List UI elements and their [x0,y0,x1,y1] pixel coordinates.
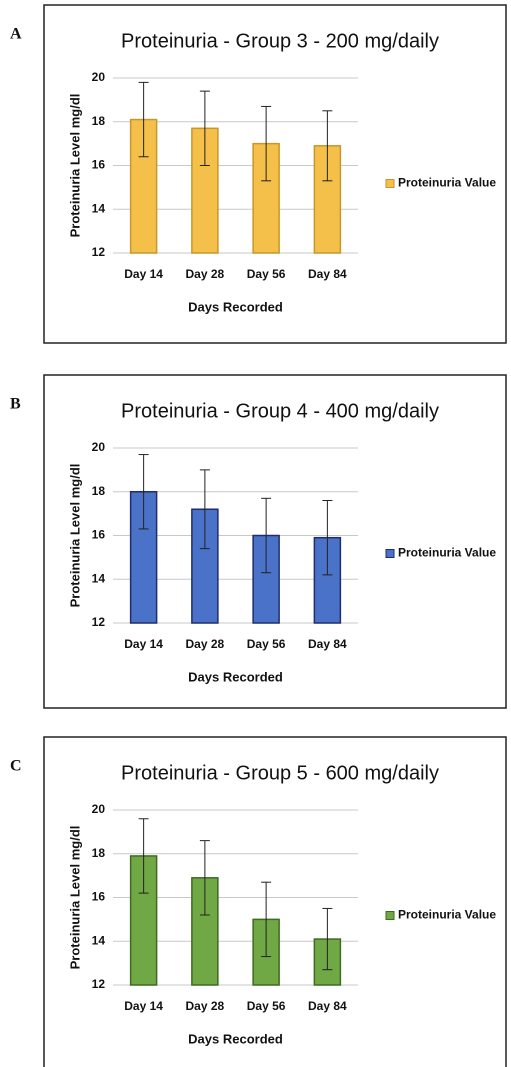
y-tick-label: 20 [92,802,106,816]
chart-title: Proteinuria - Group 5 - 600 mg/daily [121,762,439,784]
x-tick-label: Day 56 [247,999,286,1013]
x-tick-label: Day 28 [186,637,225,651]
y-tick-label: 12 [92,615,106,629]
x-tick-label: Day 84 [308,999,347,1013]
panel-label: B [10,396,21,413]
panel-frame [43,4,507,344]
y-tick-label: 14 [92,571,106,585]
y-tick-label: 20 [92,440,106,454]
x-axis-label: Days Recorded [188,299,283,314]
legend-label: Proteinuria Value [398,908,496,922]
y-tick-label: 14 [92,933,106,947]
y-tick-label: 16 [92,890,106,904]
y-tick-label: 12 [92,977,106,991]
x-tick-label: Day 56 [247,637,286,651]
x-tick-label: Day 56 [247,267,286,281]
y-tick-label: 16 [92,158,106,172]
x-axis-label: Days Recorded [188,669,283,684]
x-tick-label: Day 14 [124,267,163,281]
bar [252,534,280,624]
x-tick-label: Day 84 [308,637,347,651]
y-tick-label: 14 [92,201,106,215]
panel-frame [43,374,507,709]
x-tick-label: Day 84 [308,267,347,281]
y-tick-label: 20 [92,70,106,84]
legend-label: Proteinuria Value [398,176,496,190]
x-axis-label: Days Recorded [188,1031,283,1046]
x-tick-label: Day 28 [186,999,225,1013]
y-axis-label: Proteinuria Level mg/dl [67,464,82,608]
x-tick-label: Day 14 [124,637,163,651]
legend-swatch [385,549,395,558]
legend-swatch [385,179,395,188]
y-tick-label: 18 [92,484,106,498]
chart-title: Proteinuria - Group 3 - 200 mg/daily [121,30,439,52]
y-tick-label: 18 [92,846,106,860]
y-axis-label: Proteinuria Level mg/dl [67,94,82,238]
panel-label: A [10,26,22,43]
legend-swatch [385,911,395,920]
y-tick-label: 16 [92,528,106,542]
panel-label: C [10,758,22,775]
x-tick-label: Day 28 [186,267,225,281]
y-tick-label: 12 [92,245,106,259]
chart-title: Proteinuria - Group 4 - 400 mg/daily [121,400,439,422]
x-tick-label: Day 14 [124,999,163,1013]
y-tick-label: 18 [92,114,106,128]
legend-label: Proteinuria Value [398,546,496,560]
y-axis-label: Proteinuria Level mg/dl [67,826,82,970]
panel-frame [43,736,507,1067]
